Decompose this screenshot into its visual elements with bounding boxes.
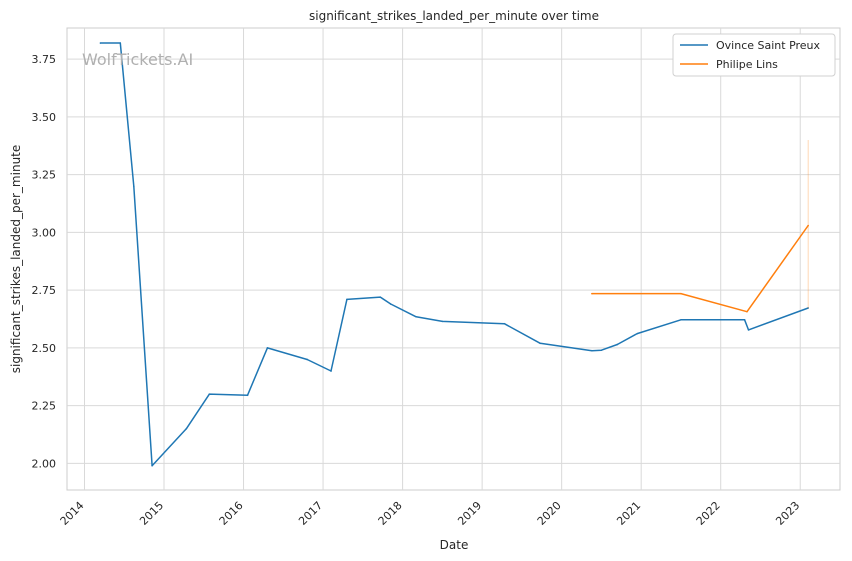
data-point-ovince-saint-preux <box>503 322 506 325</box>
y-axis-title: significant_strikes_landed_per_minute <box>9 145 23 374</box>
x-axis-title: Date <box>440 538 469 552</box>
data-point-ovince-saint-preux <box>539 342 541 345</box>
y-tick-label: 3.50 <box>32 111 57 124</box>
data-point-ovince-saint-preux <box>346 298 348 301</box>
data-point-ovince-saint-preux <box>743 318 746 321</box>
data-point-philipe-lins <box>680 292 682 295</box>
data-point-ovince-saint-preux <box>747 329 750 331</box>
data-point-ovince-saint-preux <box>133 185 135 188</box>
legend: Ovince Saint Preux Philipe Lins <box>672 33 836 77</box>
y-tick-label: 2.50 <box>32 342 57 355</box>
legend-box <box>672 33 836 77</box>
data-point-ovince-saint-preux <box>119 42 122 44</box>
x-tick-label: 2021 <box>614 499 643 528</box>
data-point-ovince-saint-preux <box>99 42 102 44</box>
series-layer <box>99 42 809 467</box>
data-point-ovince-saint-preux <box>600 349 603 352</box>
data-point-ovince-saint-preux <box>389 303 392 305</box>
grid <box>67 28 840 490</box>
x-tick-label: 2015 <box>137 499 166 528</box>
data-point-philipe-lins <box>591 292 593 295</box>
x-tick-label: 2016 <box>217 499 246 528</box>
legend-label-ovince-saint-preux: Ovince Saint Preux <box>716 39 821 52</box>
y-axis-ticks: 2.00 2.25 2.50 2.75 3.00 3.25 3.50 3.75 <box>32 53 57 470</box>
y-tick-label: 3.25 <box>32 169 57 182</box>
data-point-ovince-saint-preux <box>379 296 382 298</box>
x-tick-label: 2019 <box>455 499 484 528</box>
x-tick-label: 2020 <box>535 499 564 528</box>
data-point-ovince-saint-preux <box>266 347 269 349</box>
y-tick-label: 3.75 <box>32 53 57 66</box>
x-tick-label: 2023 <box>773 499 802 528</box>
x-axis-ticks: 2014 2015 2016 2017 2018 2019 2020 2021 2022 2023 <box>58 499 803 528</box>
watermark: WolfTickets.AI <box>82 50 193 69</box>
data-point-ovince-saint-preux <box>636 332 639 335</box>
series-line-philipe-lins <box>591 225 809 313</box>
x-tick-label: 2018 <box>376 499 405 528</box>
data-point-ovince-saint-preux <box>151 464 153 467</box>
x-tick-label: 2014 <box>58 499 87 528</box>
data-point-ovince-saint-preux <box>415 315 417 318</box>
data-point-ovince-saint-preux <box>441 320 444 323</box>
data-point-ovince-saint-preux <box>208 393 211 395</box>
x-tick-label: 2022 <box>694 499 723 528</box>
data-point-ovince-saint-preux <box>330 370 332 372</box>
data-point-ovince-saint-preux <box>591 349 593 352</box>
data-point-ovince-saint-preux <box>185 427 188 430</box>
y-tick-label: 2.00 <box>32 457 57 470</box>
plot-area <box>66 27 841 491</box>
data-point-ovince-saint-preux <box>680 318 682 321</box>
y-tick-label: 3.00 <box>32 226 57 239</box>
data-point-ovince-saint-preux <box>306 358 308 361</box>
y-tick-label: 2.25 <box>32 400 57 413</box>
data-point-ovince-saint-preux <box>807 307 809 309</box>
data-point-ovince-saint-preux <box>616 343 619 346</box>
x-tick-label: 2017 <box>296 499 325 528</box>
data-point-philipe-lins <box>746 310 748 313</box>
chart-title: significant_strikes_landed_per_minute ov… <box>309 9 599 23</box>
y-tick-label: 2.75 <box>32 284 57 297</box>
data-point-philipe-lins <box>807 224 809 227</box>
data-point-ovince-saint-preux <box>246 394 249 397</box>
legend-label-philipe-lins: Philipe Lins <box>716 58 778 71</box>
